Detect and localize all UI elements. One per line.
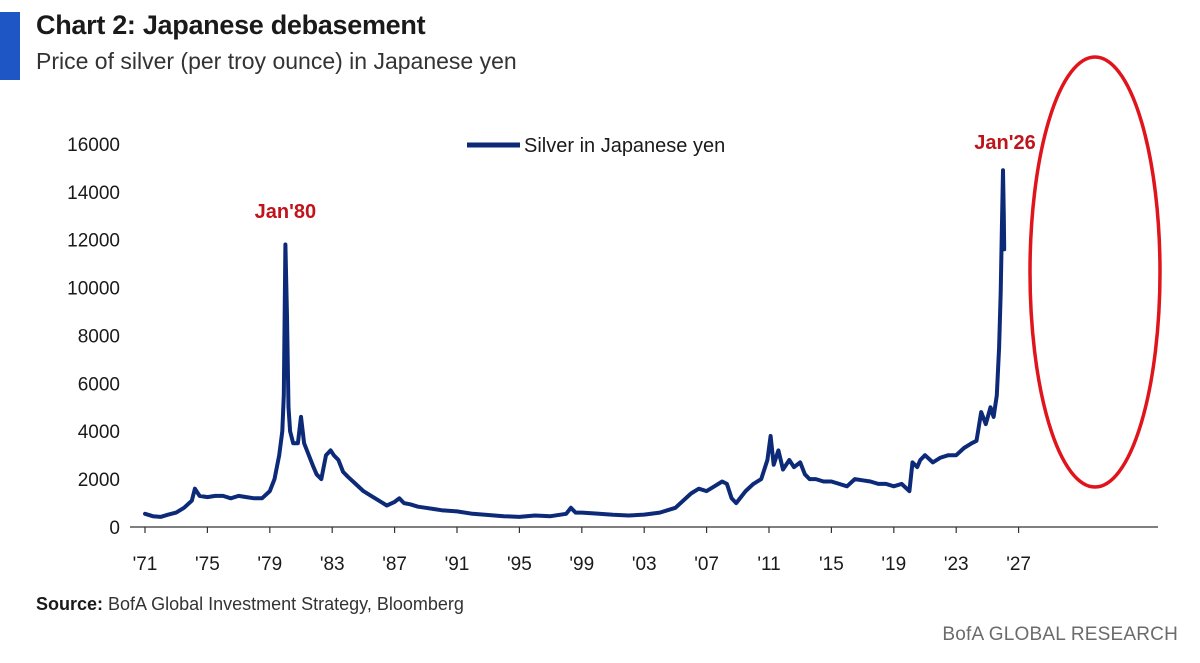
- highlight-ellipse: [1028, 55, 1162, 489]
- legend-label: Silver in Japanese yen: [524, 135, 725, 157]
- y-tick-label: 0: [109, 518, 120, 539]
- x-tick-label: '03: [632, 554, 657, 575]
- source-label: Source:: [36, 594, 104, 614]
- y-tick-label: 8000: [78, 326, 120, 347]
- annotation-jan26: Jan'26: [974, 132, 1035, 154]
- x-tick-label: '71: [133, 554, 158, 575]
- x-tick-label: '27: [1006, 554, 1031, 575]
- x-tick-label: '15: [819, 554, 844, 575]
- source-text: BofA Global Investment Strategy, Bloombe…: [103, 594, 464, 614]
- x-tick-label: '07: [694, 554, 719, 575]
- x-tick-label: '99: [569, 554, 594, 575]
- source-note: Source: BofA Global Investment Strategy,…: [36, 594, 464, 615]
- y-tick-label: 4000: [78, 422, 120, 443]
- x-tick-label: '19: [881, 554, 906, 575]
- x-tick-label: '83: [320, 554, 345, 575]
- annotation-jan80: Jan'80: [255, 201, 316, 223]
- brand-mark: BofA GLOBAL RESEARCH: [942, 624, 1178, 645]
- x-tick-label: '87: [382, 554, 407, 575]
- y-tick-label: 2000: [78, 470, 120, 491]
- x-tick-label: '95: [507, 554, 532, 575]
- x-tick-label: '11: [757, 554, 780, 575]
- x-tick-label: '91: [445, 554, 470, 575]
- y-tick-label: 14000: [67, 183, 120, 204]
- x-tick-label: '23: [944, 554, 969, 575]
- x-tick-label: '79: [257, 554, 282, 575]
- y-tick-label: 16000: [67, 135, 120, 156]
- chart-title: Chart 2: Japanese debasement: [36, 10, 426, 40]
- chart-subtitle: Price of silver (per troy ounce) in Japa…: [36, 48, 517, 74]
- y-tick-label: 6000: [78, 374, 120, 395]
- y-tick-label: 12000: [67, 231, 120, 252]
- title-accent-bar: [0, 12, 20, 80]
- y-tick-label: 10000: [67, 279, 120, 300]
- x-tick-label: '75: [195, 554, 220, 575]
- series-line-silver-jpy: [143, 168, 1007, 519]
